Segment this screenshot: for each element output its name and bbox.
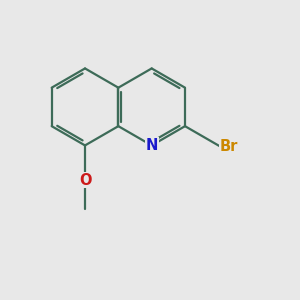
Text: O: O [79,172,91,188]
Text: Br: Br [220,139,239,154]
Text: N: N [146,138,158,153]
